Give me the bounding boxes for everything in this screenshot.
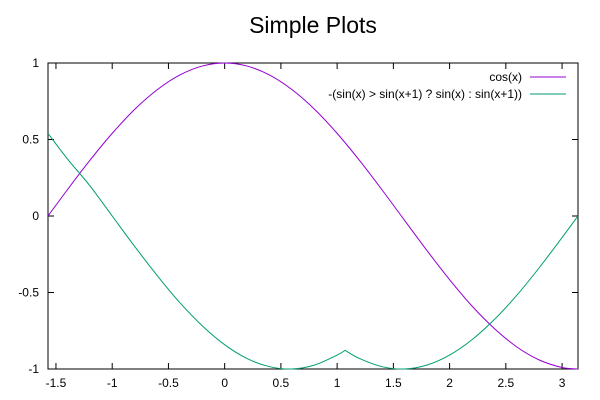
x-tick-label: 1 [334,376,341,390]
x-tick-label: 2.5 [497,376,514,390]
x-tick-label: 2 [446,376,453,390]
x-tick-label: 3 [559,376,566,390]
series-line-1 [47,62,579,370]
y-tick-label: 0.5 [22,133,39,147]
x-tick-label: 1.5 [385,376,402,390]
chart-title: Simple Plots [249,12,377,38]
x-tick-label: 0 [221,376,228,390]
x-tick-label: -1 [107,376,118,390]
x-tick-label: -1.5 [46,376,67,390]
series-line-2 [47,133,579,370]
y-tick-label: 0 [32,209,39,223]
legend-entry-label: -(sin(x) > sin(x+1) ? sin(x) : sin(x+1)) [328,87,522,101]
y-tick-label: 1 [32,56,39,70]
x-tick-label: -0.5 [158,376,179,390]
plot-frame [47,62,579,370]
x-tick-label: 0.5 [273,376,290,390]
legend-entry-label: cos(x) [489,70,522,84]
plot-area: -1.5 -1 -0.5 0 0.5 1 1.5 2 2.5 3 -1 -0.5 0 0.5 1 cos(x)… [18,56,579,390]
y-tick-label: -1 [28,362,39,376]
y-tick-label: -0.5 [18,286,39,300]
